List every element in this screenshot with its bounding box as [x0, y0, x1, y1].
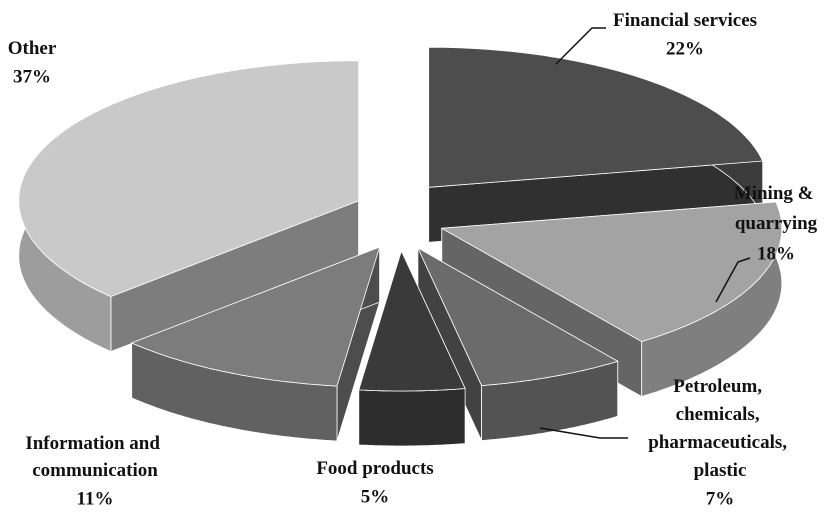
- slice: [417, 247, 619, 442]
- slices: [18, 46, 783, 447]
- category-label: Other: [8, 38, 57, 59]
- slice-outer-wall: [358, 388, 466, 447]
- category-label: Petroleum, chemicals, pharmaceuticals, p…: [648, 376, 792, 481]
- slice-top: [428, 46, 764, 188]
- value-label: 11%: [77, 488, 114, 509]
- labels: Financial services 22% Mining & quarrying 1…: [8, 10, 819, 509]
- leader-line: [555, 27, 606, 65]
- slice-top: [18, 60, 360, 297]
- slice-top: [130, 246, 381, 387]
- slice: [130, 246, 381, 442]
- value-label: 5%: [361, 486, 390, 507]
- leader-line: [539, 427, 628, 439]
- value-label: 18%: [757, 243, 795, 264]
- value-label: 7%: [706, 488, 735, 509]
- slice: [18, 60, 360, 353]
- category-label: Financial services: [613, 10, 757, 31]
- category-label: Food products: [316, 458, 433, 479]
- slice-top: [358, 249, 466, 392]
- category-label: Mining & quarrying: [734, 183, 818, 234]
- leader-line: [715, 257, 751, 303]
- slice-top: [440, 201, 783, 342]
- value-label: 37%: [13, 66, 51, 87]
- slice-top: [417, 247, 619, 387]
- slice: [358, 249, 466, 447]
- value-label: 22%: [666, 38, 704, 59]
- category-label: Information and communication: [25, 433, 164, 481]
